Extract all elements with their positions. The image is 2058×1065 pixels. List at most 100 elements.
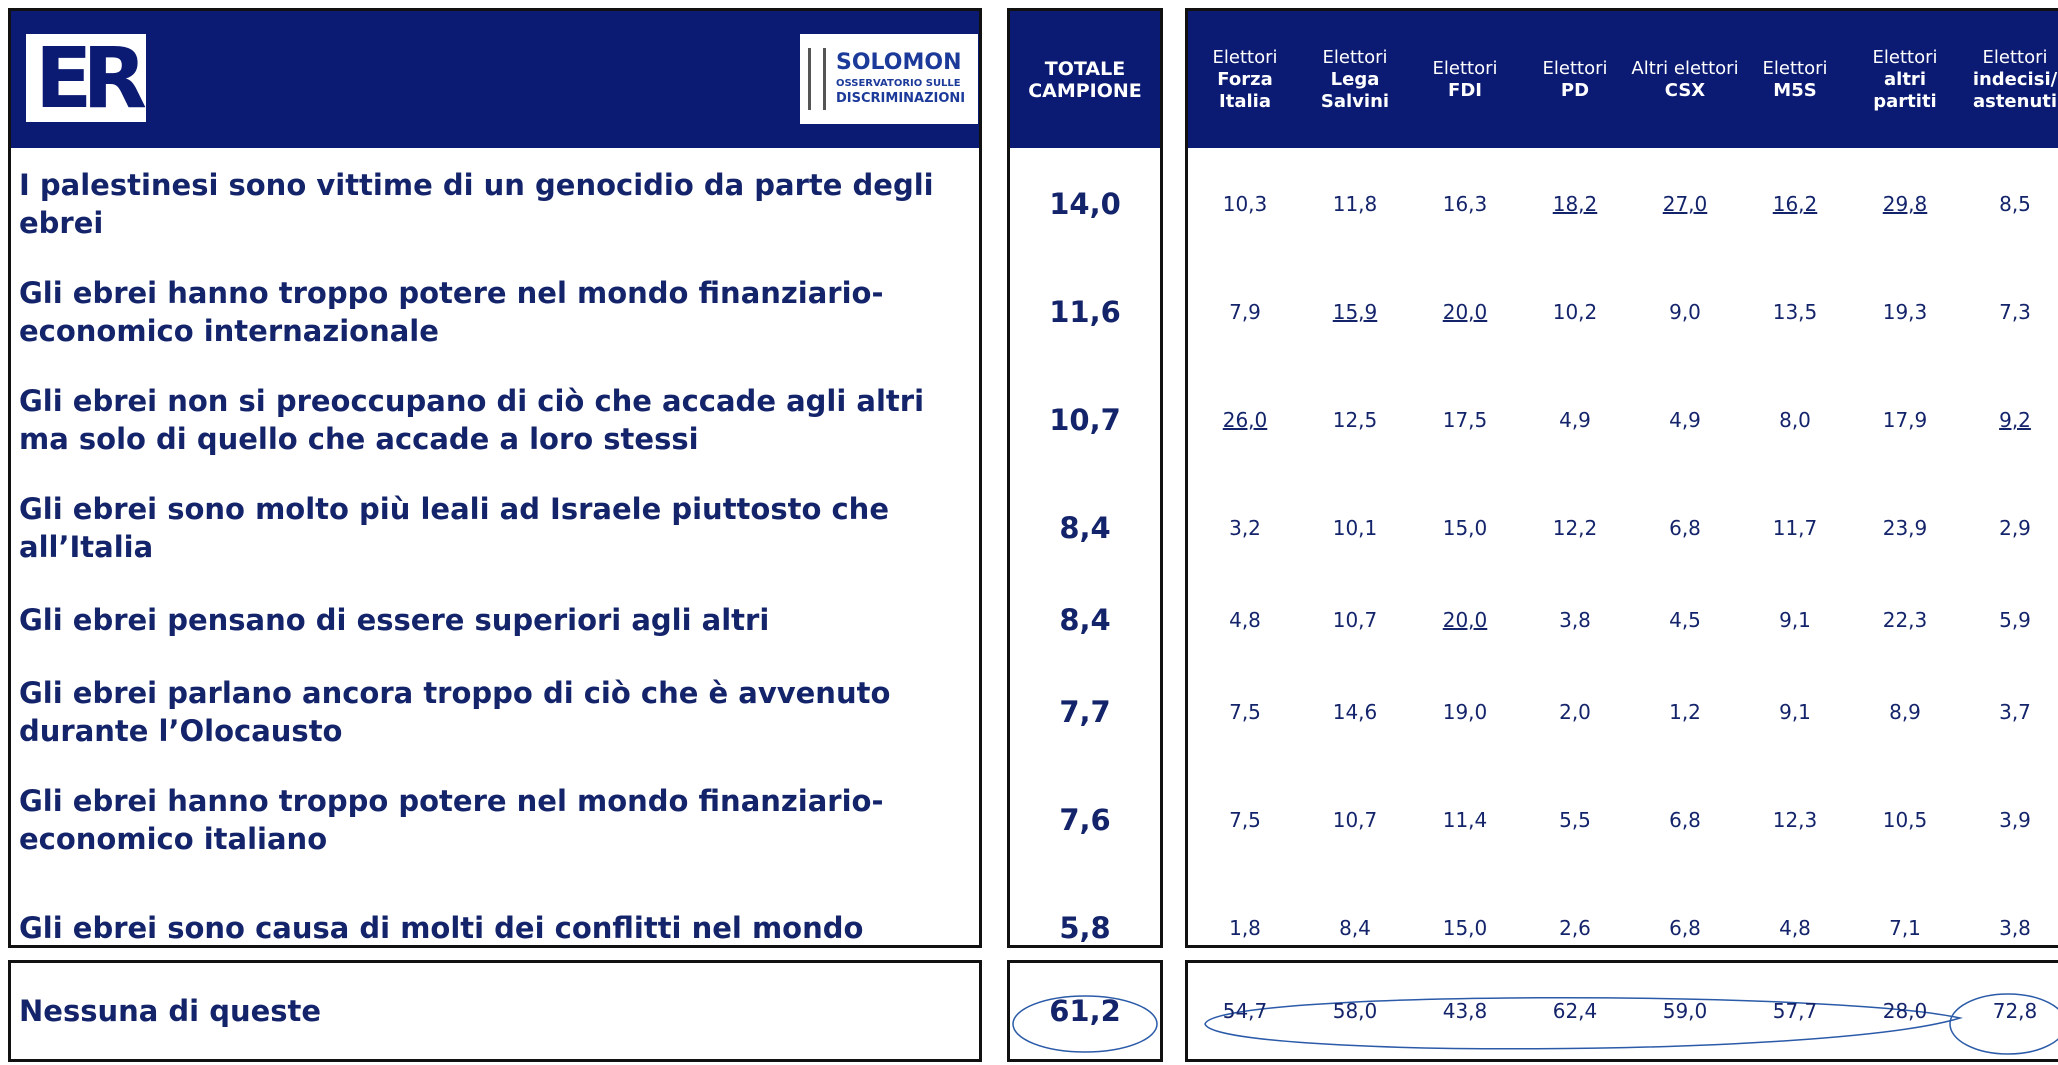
value: 11,7	[1772, 516, 1818, 540]
value: 3,8	[1999, 916, 2031, 940]
total-value: 11,6	[1049, 295, 1121, 329]
value: 15,0	[1442, 916, 1488, 940]
value: 6,8	[1669, 808, 1701, 832]
total-value: 7,6	[1059, 803, 1111, 837]
total-value: 7,7	[1059, 695, 1111, 729]
parties-panel	[1185, 8, 2058, 948]
value: 57,7	[1772, 999, 1818, 1023]
party-header: Altri elettori CSX	[1630, 11, 1740, 148]
value: 6,8	[1669, 516, 1701, 540]
value: 19,3	[1882, 300, 1928, 324]
value: 8,0	[1779, 408, 1811, 432]
party-name: CSX	[1664, 79, 1706, 101]
statement: Gli ebrei parlano ancora troppo di ciò c…	[19, 676, 891, 748]
value: 7,5	[1229, 700, 1261, 724]
value: 2,6	[1559, 916, 1591, 940]
value: 10,1	[1332, 516, 1378, 540]
value: 4,9	[1669, 408, 1701, 432]
party-name: M5S	[1773, 79, 1817, 101]
value: 15,0	[1442, 516, 1488, 540]
value: 4,5	[1669, 608, 1701, 632]
party-line: Elettori	[1212, 46, 1278, 68]
value: 3,9	[1999, 808, 2031, 832]
total-header: TOTALE CAMPIONE	[1028, 57, 1142, 102]
value: 22,3	[1882, 608, 1928, 632]
value: 10,5	[1882, 808, 1928, 832]
value: 19,0	[1442, 700, 1488, 724]
party-line: Altri elettori	[1631, 57, 1739, 79]
value: 14,6	[1332, 700, 1378, 724]
total-value: 8,4	[1059, 511, 1111, 545]
party-header: Elettori PD	[1520, 11, 1630, 148]
value: 10,3	[1222, 192, 1268, 216]
value: 7,3	[1999, 300, 2031, 324]
value: 8,9	[1889, 700, 1921, 724]
value: 27,0	[1662, 192, 1708, 216]
value: 9,1	[1779, 608, 1811, 632]
logo-line: OSSERVATORIO SULLE	[836, 78, 961, 89]
value: 5,9	[1999, 608, 2031, 632]
value: 3,7	[1999, 700, 2031, 724]
value: 6,8	[1669, 916, 1701, 940]
party-line: Elettori	[1982, 46, 2048, 68]
value: 1,8	[1229, 916, 1261, 940]
value: 8,4	[1339, 916, 1371, 940]
statement: Gli ebrei hanno troppo potere nel mondo …	[19, 784, 884, 856]
footer-statement-panel	[8, 960, 982, 1062]
value: 11,8	[1332, 192, 1378, 216]
party-line: Elettori	[1542, 57, 1608, 79]
value: 2,9	[1999, 516, 2031, 540]
value: 58,0	[1332, 999, 1378, 1023]
value: 20,0	[1442, 300, 1488, 324]
value: 9,2	[1999, 408, 2031, 432]
footer-parties-panel	[1185, 960, 2058, 1062]
value: 3,2	[1229, 516, 1261, 540]
party-line: Elettori	[1872, 46, 1938, 68]
party-name: Lega Salvini	[1320, 68, 1390, 112]
value: 16,3	[1442, 192, 1488, 216]
value: 10,2	[1552, 300, 1598, 324]
party-name: PD	[1560, 79, 1590, 101]
value: 29,8	[1882, 192, 1928, 216]
value: 16,2	[1772, 192, 1818, 216]
value: 20,0	[1442, 608, 1488, 632]
value: 4,8	[1779, 916, 1811, 940]
party-header: Elettori Forza Italia	[1190, 11, 1300, 148]
value: 5,5	[1559, 808, 1591, 832]
value: 62,4	[1552, 999, 1598, 1023]
statement: Nessuna di queste	[19, 994, 322, 1028]
total-value: 5,8	[1059, 911, 1111, 945]
value: 4,9	[1559, 408, 1591, 432]
party-line: Elettori	[1432, 57, 1498, 79]
party-line: Elettori	[1322, 46, 1388, 68]
value: 12,5	[1332, 408, 1378, 432]
value: 17,5	[1442, 408, 1488, 432]
value: 11,4	[1442, 808, 1488, 832]
total-value: 14,0	[1049, 187, 1121, 221]
logo-left: ER	[26, 29, 147, 127]
party-line: Elettori	[1762, 57, 1828, 79]
party-header: Elettori indecisi/ astenuti	[1960, 11, 2058, 148]
party-name: altri partiti	[1873, 68, 1937, 112]
party-name: FDI	[1448, 79, 1482, 101]
value: 8,5	[1999, 192, 2031, 216]
value: 59,0	[1662, 999, 1708, 1023]
statement: Gli ebrei sono causa di molti dei confli…	[19, 911, 864, 945]
value: 2,0	[1559, 700, 1591, 724]
logo-name: SOLOMON	[836, 50, 962, 75]
value: 26,0	[1222, 408, 1268, 432]
party-header: Elettori Lega Salvini	[1300, 11, 1410, 148]
value: 1,2	[1669, 700, 1701, 724]
logo-icon	[808, 48, 826, 110]
value: 12,3	[1772, 808, 1818, 832]
value: 17,9	[1882, 408, 1928, 432]
statement: Gli ebrei hanno troppo potere nel mondo …	[19, 276, 884, 348]
value: 43,8	[1442, 999, 1488, 1023]
value: 10,7	[1332, 808, 1378, 832]
header-bg	[1188, 11, 2058, 148]
header-bg	[1010, 11, 1160, 148]
statement: Gli ebrei non si preoccupano di ciò che …	[19, 384, 925, 456]
total-panel	[1007, 8, 1163, 948]
value: 15,9	[1332, 300, 1378, 324]
